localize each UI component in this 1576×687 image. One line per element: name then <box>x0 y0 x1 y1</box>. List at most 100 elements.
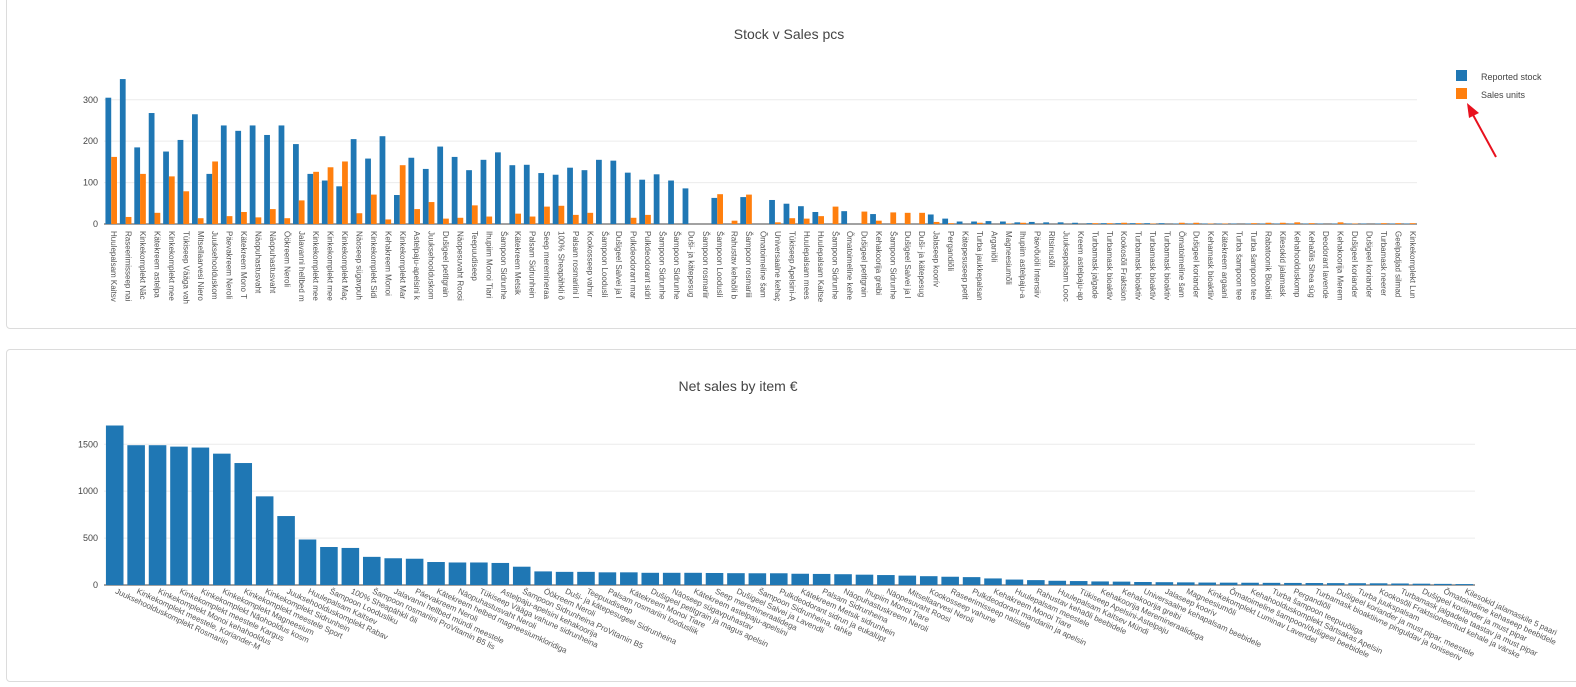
bar-net-sales[interactable] <box>705 572 724 585</box>
bar-stock[interactable] <box>538 173 545 224</box>
bar-net-sales[interactable] <box>727 573 745 585</box>
bar-sales[interactable] <box>976 222 983 224</box>
bar-stock[interactable] <box>1028 221 1035 224</box>
bar-stock[interactable] <box>206 173 213 224</box>
bar-stock[interactable] <box>668 180 674 224</box>
bar-stock[interactable] <box>148 113 155 224</box>
bar-net-sales[interactable] <box>1348 583 1366 585</box>
bar-net-sales[interactable] <box>491 562 510 585</box>
bar-stock[interactable] <box>552 174 559 224</box>
bar-sales[interactable] <box>1380 223 1387 224</box>
bar-net-sales[interactable] <box>448 562 467 585</box>
bar-stock[interactable] <box>509 165 516 224</box>
bar-net-sales[interactable] <box>191 447 210 585</box>
bar-net-sales[interactable] <box>791 573 809 585</box>
bar-stock[interactable] <box>480 159 487 224</box>
bar-stock[interactable] <box>1101 223 1107 224</box>
bar-net-sales[interactable] <box>770 573 788 585</box>
bar-sales[interactable] <box>1265 222 1272 224</box>
bar-stock[interactable] <box>711 197 718 224</box>
bar-net-sales[interactable] <box>812 573 831 585</box>
bar-stock[interactable] <box>956 221 963 224</box>
bar-sales[interactable] <box>587 212 594 224</box>
bar-net-sales[interactable] <box>1391 583 1409 585</box>
legend-sales-swatch[interactable] <box>1456 88 1467 99</box>
bar-sales[interactable] <box>212 161 218 224</box>
bar-net-sales[interactable] <box>405 558 424 585</box>
bar-sales[interactable] <box>125 216 132 224</box>
bar-stock[interactable] <box>235 130 242 224</box>
bar-stock[interactable] <box>596 159 602 224</box>
bar-stock[interactable] <box>682 188 689 224</box>
bar-sales[interactable] <box>140 173 146 224</box>
bar-sales[interactable] <box>269 209 276 224</box>
bar-sales[interactable] <box>1092 223 1099 224</box>
bar-net-sales[interactable] <box>534 571 552 585</box>
bar-sales[interactable] <box>298 200 305 224</box>
bar-sales[interactable] <box>226 216 233 224</box>
bar-stock[interactable] <box>350 139 357 224</box>
bar-sales[interactable] <box>471 205 478 224</box>
bar-sales[interactable] <box>875 220 882 224</box>
bar-stock[interactable] <box>177 139 184 224</box>
bar-stock[interactable] <box>394 195 400 224</box>
bar-sales[interactable] <box>1121 222 1127 224</box>
bar-stock[interactable] <box>379 136 386 224</box>
bar-sales[interactable] <box>1294 222 1301 224</box>
bar-net-sales[interactable] <box>1455 584 1474 585</box>
bar-net-sales[interactable] <box>855 574 874 585</box>
bar-net-sales[interactable] <box>362 556 381 585</box>
bar-net-sales[interactable] <box>320 547 338 585</box>
bar-sales[interactable] <box>717 194 723 224</box>
bar-net-sales[interactable] <box>877 575 895 585</box>
bar-sales[interactable] <box>544 206 550 224</box>
bar-sales[interactable] <box>443 218 449 224</box>
bar-net-sales[interactable] <box>919 576 938 585</box>
bar-net-sales[interactable] <box>1305 583 1324 585</box>
bar-sales[interactable] <box>168 176 175 224</box>
bar-net-sales[interactable] <box>1369 583 1388 585</box>
bar-stock[interactable] <box>1086 223 1093 224</box>
bar-stock[interactable] <box>624 172 631 224</box>
bar-sales[interactable] <box>904 212 911 224</box>
bar-net-sales[interactable] <box>684 572 702 585</box>
bar-sales[interactable] <box>832 206 839 224</box>
bar-stock[interactable] <box>220 125 227 224</box>
bar-net-sales[interactable] <box>834 574 852 585</box>
bar-stock[interactable] <box>1000 221 1006 224</box>
bar-sales[interactable] <box>789 218 796 224</box>
bar-net-sales[interactable] <box>1198 582 1217 585</box>
bar-net-sales[interactable] <box>941 576 959 585</box>
bar-stock[interactable] <box>523 164 530 224</box>
bar-sales[interactable] <box>399 165 406 224</box>
bar-sales[interactable] <box>1193 222 1200 224</box>
bar-sales[interactable] <box>1020 222 1026 224</box>
bar-stock[interactable] <box>134 147 141 224</box>
bar-sales[interactable] <box>948 223 954 224</box>
bar-net-sales[interactable] <box>620 572 638 585</box>
bar-sales[interactable] <box>1279 222 1286 224</box>
bar-sales[interactable] <box>385 219 392 224</box>
bar-stock[interactable] <box>740 197 747 224</box>
bar-sales[interactable] <box>342 161 348 224</box>
bar-sales[interactable] <box>255 217 262 224</box>
legend-sales-label[interactable]: Sales units <box>1481 90 1526 100</box>
bar-net-sales[interactable] <box>384 558 402 585</box>
bar-sales[interactable] <box>1106 223 1113 224</box>
bar-net-sales[interactable] <box>898 575 917 585</box>
bar-sales[interactable] <box>890 212 897 224</box>
bar-net-sales[interactable] <box>1219 582 1238 585</box>
bar-net-sales[interactable] <box>341 547 360 585</box>
bar-sales[interactable] <box>861 211 868 224</box>
bar-stock[interactable] <box>639 179 646 224</box>
bar-stock[interactable] <box>610 160 617 224</box>
bar-stock[interactable] <box>1072 222 1078 224</box>
bar-sales[interactable] <box>1308 223 1315 224</box>
bar-net-sales[interactable] <box>984 578 1002 585</box>
bar-sales[interactable] <box>919 212 925 224</box>
bar-sales[interactable] <box>645 214 651 224</box>
bar-net-sales[interactable] <box>1091 581 1109 585</box>
bar-sales[interactable] <box>1337 222 1344 224</box>
bar-stock[interactable] <box>581 170 588 224</box>
bar-net-sales[interactable] <box>1326 583 1345 585</box>
